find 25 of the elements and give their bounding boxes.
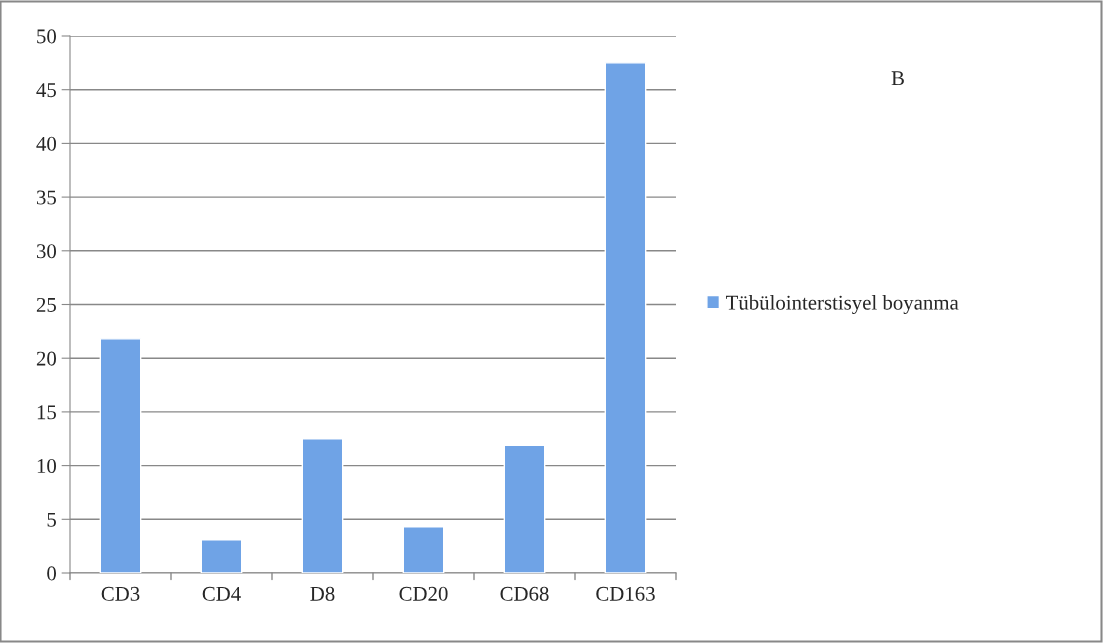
y-tick-label: 25 xyxy=(36,297,56,312)
bar xyxy=(503,444,546,573)
y-tick-label: 0 xyxy=(47,566,57,581)
x-tick-label: CD163 xyxy=(596,586,655,601)
y-tick-label: 10 xyxy=(37,458,57,474)
y-tick-label: 45 xyxy=(36,83,56,98)
bar xyxy=(99,338,142,573)
y-tick-label: 30 xyxy=(36,244,57,259)
y-tick-label: 40 xyxy=(36,136,57,151)
x-tick-label: CD20 xyxy=(399,586,448,601)
y-tick-label: 50 xyxy=(37,29,57,44)
x-tick-label: CD3 xyxy=(101,586,140,601)
bar xyxy=(402,526,445,573)
legend-label: Tübülointerstisyel boyanma xyxy=(726,295,959,314)
y-tick-label: 20 xyxy=(36,351,57,366)
text: B xyxy=(891,71,904,86)
bar xyxy=(604,62,647,573)
y-tick-label: 15 xyxy=(37,405,56,420)
y-tick-label: 5 xyxy=(47,512,56,527)
y-tick-label: 35 xyxy=(36,190,56,205)
bar xyxy=(200,539,243,573)
x-tick-label: CD68 xyxy=(500,586,549,601)
x-tick-label: CD4 xyxy=(202,586,241,601)
bar xyxy=(301,438,344,573)
x-tick-label: D8 xyxy=(310,586,335,601)
